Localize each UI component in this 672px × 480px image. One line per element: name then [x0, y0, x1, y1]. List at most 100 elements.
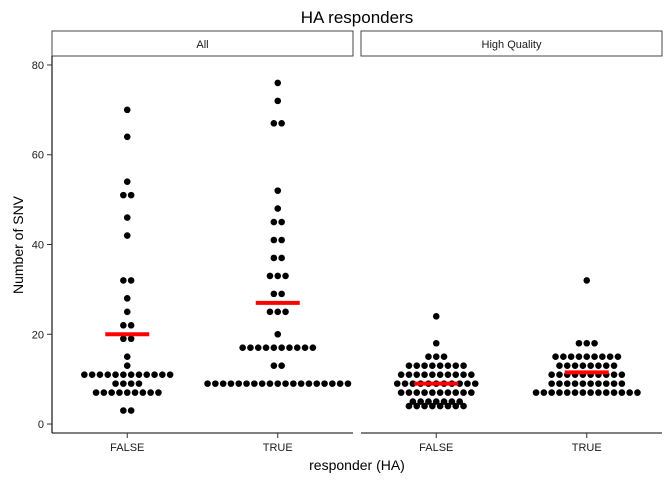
data-point: [468, 389, 475, 396]
data-point: [540, 389, 548, 396]
data-point: [127, 380, 135, 387]
data-point: [104, 371, 112, 378]
data-point: [290, 380, 297, 387]
data-point: [155, 389, 162, 396]
data-point: [329, 380, 336, 387]
data-point: [464, 380, 471, 387]
data-point: [610, 389, 618, 396]
data-point: [548, 380, 555, 387]
data-point: [421, 362, 428, 369]
data-point: [254, 344, 262, 352]
data-point: [579, 362, 587, 369]
facet-strip-label: High Quality: [482, 39, 542, 51]
data-point: [278, 344, 285, 352]
x-tick-label: TRUE: [263, 442, 293, 454]
data-point: [96, 371, 104, 378]
data-point: [313, 380, 321, 387]
data-point: [278, 120, 285, 127]
data-point: [413, 362, 421, 369]
data-point: [135, 371, 143, 378]
facet-strip: [360, 30, 663, 57]
data-point: [548, 371, 555, 378]
data-point: [571, 380, 579, 387]
y-tick-label: 40: [32, 240, 44, 252]
data-point: [151, 371, 158, 378]
data-point: [270, 218, 278, 226]
data-point: [599, 353, 606, 361]
data-point: [123, 295, 131, 302]
data-point: [444, 402, 452, 410]
data-point: [429, 371, 436, 378]
data-point: [602, 362, 610, 369]
facet-panel-1: High Quality FALSE TRUE: [360, 30, 663, 454]
data-point: [567, 353, 575, 361]
data-point: [417, 398, 424, 405]
data-point: [610, 380, 618, 387]
data-point: [120, 407, 127, 414]
data-point: [123, 308, 131, 316]
data-point: [409, 398, 417, 405]
data-point: [247, 344, 254, 352]
data-point: [123, 232, 131, 239]
data-point: [108, 389, 115, 396]
data-point: [123, 353, 131, 361]
y-axis-title: Number of SNV: [10, 195, 26, 294]
data-point: [579, 380, 587, 387]
data-point: [471, 380, 479, 387]
data-point: [583, 277, 591, 284]
data-point: [440, 398, 448, 405]
data-point: [618, 380, 626, 387]
data-point: [556, 389, 563, 396]
data-point: [274, 187, 282, 194]
data-point: [278, 362, 285, 369]
data-point: [123, 106, 131, 114]
data-point: [436, 402, 444, 410]
data-point: [123, 133, 131, 141]
y-tick-label: 20: [32, 329, 44, 341]
data-point: [397, 371, 405, 378]
data-point: [282, 308, 289, 316]
data-point: [123, 178, 131, 185]
data-point: [602, 380, 610, 387]
data-point: [405, 389, 413, 396]
data-point: [120, 321, 127, 329]
data-point: [166, 371, 174, 378]
data-point: [634, 389, 641, 396]
data-point: [120, 335, 127, 343]
data-point: [278, 218, 285, 226]
y-tick-label: 80: [32, 60, 44, 72]
data-point: [251, 380, 258, 387]
data-point: [563, 362, 571, 369]
data-point: [282, 380, 289, 387]
data-point: [92, 389, 100, 396]
data-point: [429, 402, 436, 410]
data-point: [413, 402, 421, 410]
x-tick-label: FALSE: [419, 442, 453, 454]
data-point: [618, 389, 626, 396]
data-point: [595, 389, 602, 396]
facet-strip: [51, 30, 354, 57]
data-point: [393, 380, 401, 387]
data-point: [274, 308, 282, 316]
data-point: [626, 389, 633, 396]
data-point: [563, 380, 571, 387]
data-point: [595, 362, 602, 369]
facet-panel-0: All FALSE TRUE: [51, 30, 354, 454]
data-point: [112, 371, 119, 378]
data-point: [212, 380, 219, 387]
data-point: [127, 321, 135, 329]
data-point: [120, 371, 127, 378]
data-point: [143, 371, 151, 378]
data-point: [309, 344, 317, 352]
data-point: [278, 254, 285, 262]
data-point: [243, 380, 250, 387]
data-point: [429, 389, 436, 396]
data-point: [452, 402, 460, 410]
data-point: [452, 389, 460, 396]
data-point: [344, 380, 352, 387]
data-point: [227, 380, 235, 387]
data-point: [468, 371, 475, 378]
data-point: [460, 402, 467, 410]
data-point: [266, 380, 274, 387]
data-point: [274, 97, 282, 105]
